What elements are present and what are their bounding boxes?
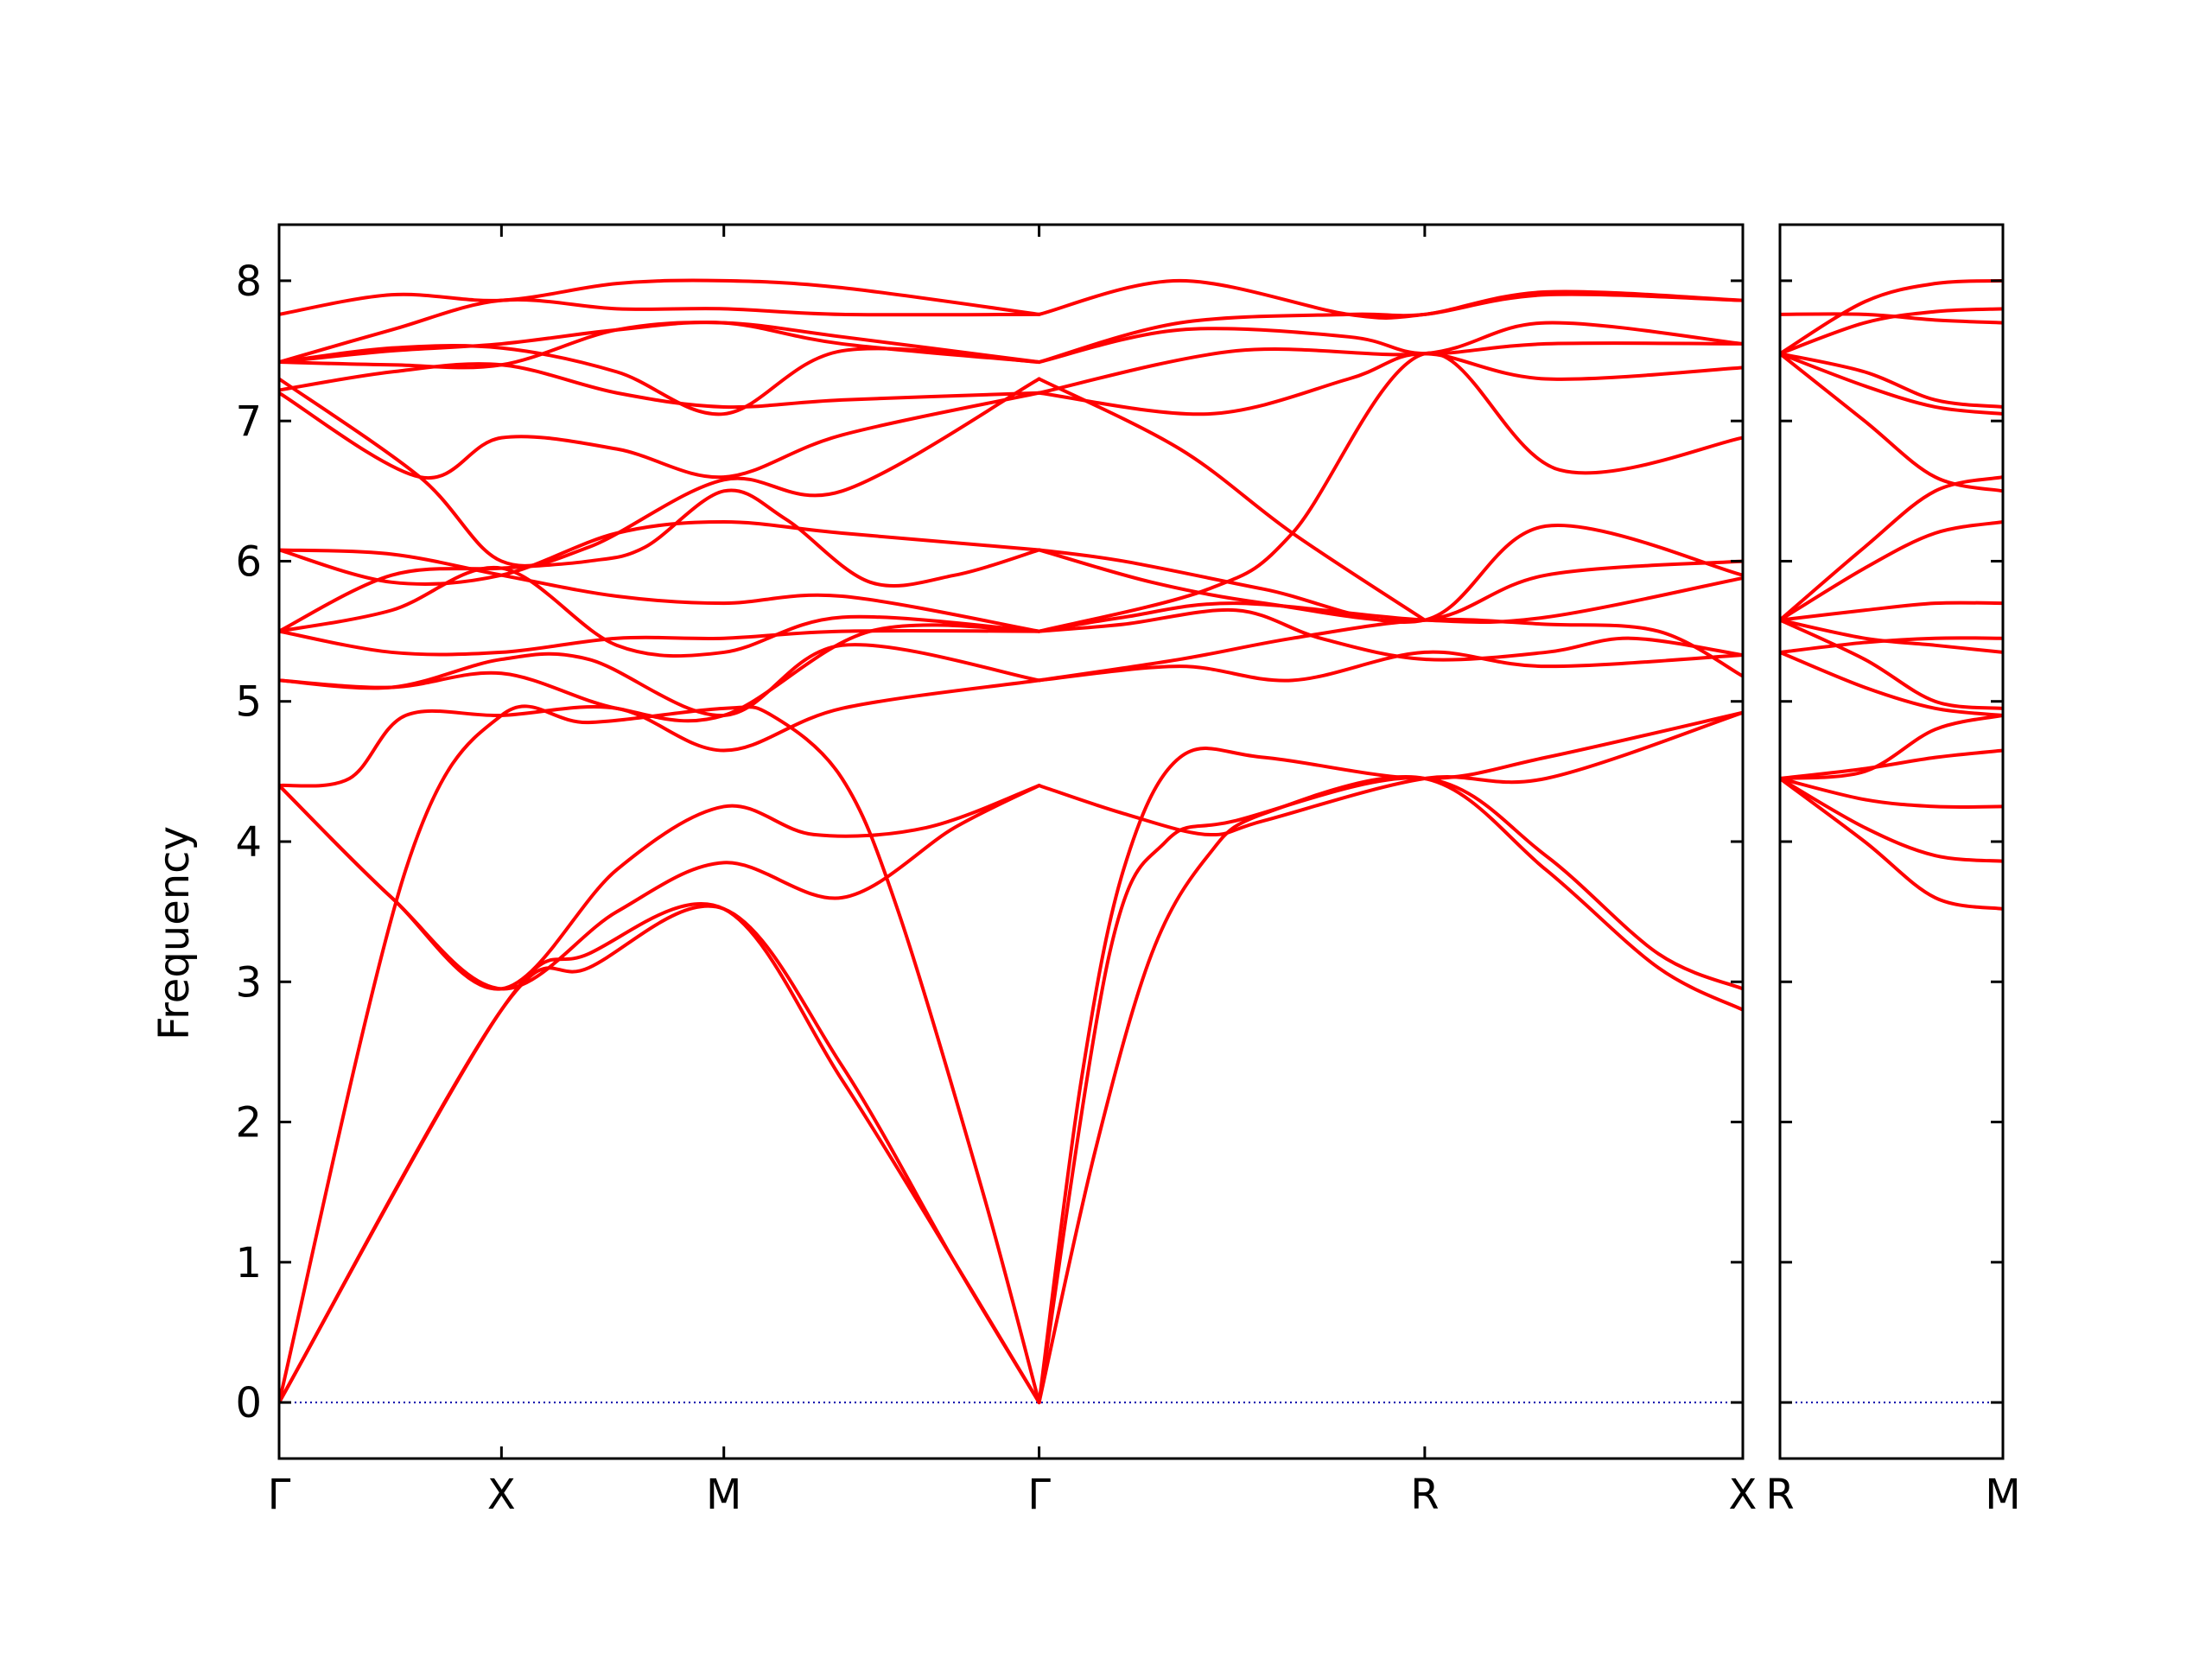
band-line-27 <box>1037 607 1743 662</box>
band-line-9 <box>279 565 1041 658</box>
band-panel-main: 0 1 2 3 4 5 6 7 8 Γ X M Γ R X <box>235 223 1758 1519</box>
band-line-30 <box>1037 523 1743 625</box>
band-line-23 <box>1037 710 1743 1405</box>
band-line-3 <box>279 678 1041 788</box>
band-line-32 <box>1037 351 1743 633</box>
band-line-14 <box>1780 352 2003 409</box>
band-line-9 <box>1780 601 2003 622</box>
band-line-4 <box>1780 713 2003 780</box>
band-line-8 <box>279 628 1041 657</box>
y-axis-label: Frequency <box>150 826 199 1040</box>
band-curves <box>279 278 1743 1405</box>
band-line-11 <box>1780 475 2003 622</box>
band-line-16 <box>1780 278 2003 356</box>
band-line-35 <box>1037 327 1743 365</box>
band-line-5 <box>1780 650 2003 717</box>
y-tick-label: 7 <box>235 397 262 446</box>
band-line-36 <box>1037 292 1743 365</box>
band-line-6 <box>1780 618 2003 710</box>
band-line-2 <box>1780 776 2003 810</box>
x-tick-label: X <box>1729 1471 1758 1519</box>
band-line-14 <box>279 377 1041 568</box>
band-line-31 <box>1037 377 1427 622</box>
band-line-17 <box>1780 312 2003 325</box>
band-line-12 <box>1780 352 2003 493</box>
x-tick-label: M <box>1985 1471 2020 1519</box>
x-tick-label: X <box>487 1471 516 1519</box>
x-tick-label: M <box>706 1471 741 1519</box>
band-line-7 <box>279 643 1041 717</box>
band-line-11 <box>279 520 1041 586</box>
band-line-2 <box>279 704 1041 1405</box>
x-tick-label: Γ <box>268 1471 291 1519</box>
band-line-3 <box>1780 748 2003 780</box>
band-line-19 <box>279 297 1041 365</box>
band-line-20 <box>279 278 1041 316</box>
band-line-0 <box>1780 776 2003 911</box>
band-line-18 <box>279 321 1041 370</box>
y-tick-label: 1 <box>235 1239 262 1287</box>
y-tick-label: 6 <box>235 537 262 586</box>
y-tick-label: 2 <box>235 1099 262 1147</box>
band-line-8 <box>1780 636 2003 654</box>
y-tick-label: 4 <box>235 818 262 867</box>
y-tick-label: 3 <box>235 958 262 1007</box>
band-line-15 <box>279 362 1041 410</box>
band-line-16 <box>279 344 1041 416</box>
band-line-25 <box>1037 650 1743 683</box>
band-line-5 <box>279 784 1041 991</box>
x-tick-label: R <box>1765 1471 1794 1519</box>
band-line-28 <box>1037 575 1743 633</box>
x-tick-label: R <box>1410 1471 1439 1519</box>
band-line-13 <box>1780 352 2003 416</box>
band-line-37 <box>1037 278 1743 320</box>
band-line-1 <box>279 904 1041 1405</box>
band-line-12 <box>279 488 1041 633</box>
band-line-22 <box>1037 776 1743 1405</box>
x-tick-label: Γ <box>1027 1471 1051 1519</box>
y-tick-label: 8 <box>235 257 262 306</box>
band-curves <box>1780 278 2003 911</box>
y-tick-label: 5 <box>235 678 262 727</box>
band-line-24 <box>1037 710 1743 837</box>
band-line-1 <box>1780 776 2003 863</box>
y-tick-label: 0 <box>235 1379 262 1427</box>
band-line-33 <box>1037 352 1743 416</box>
band-line-10 <box>279 548 1041 633</box>
band-line-10 <box>1780 520 2003 622</box>
